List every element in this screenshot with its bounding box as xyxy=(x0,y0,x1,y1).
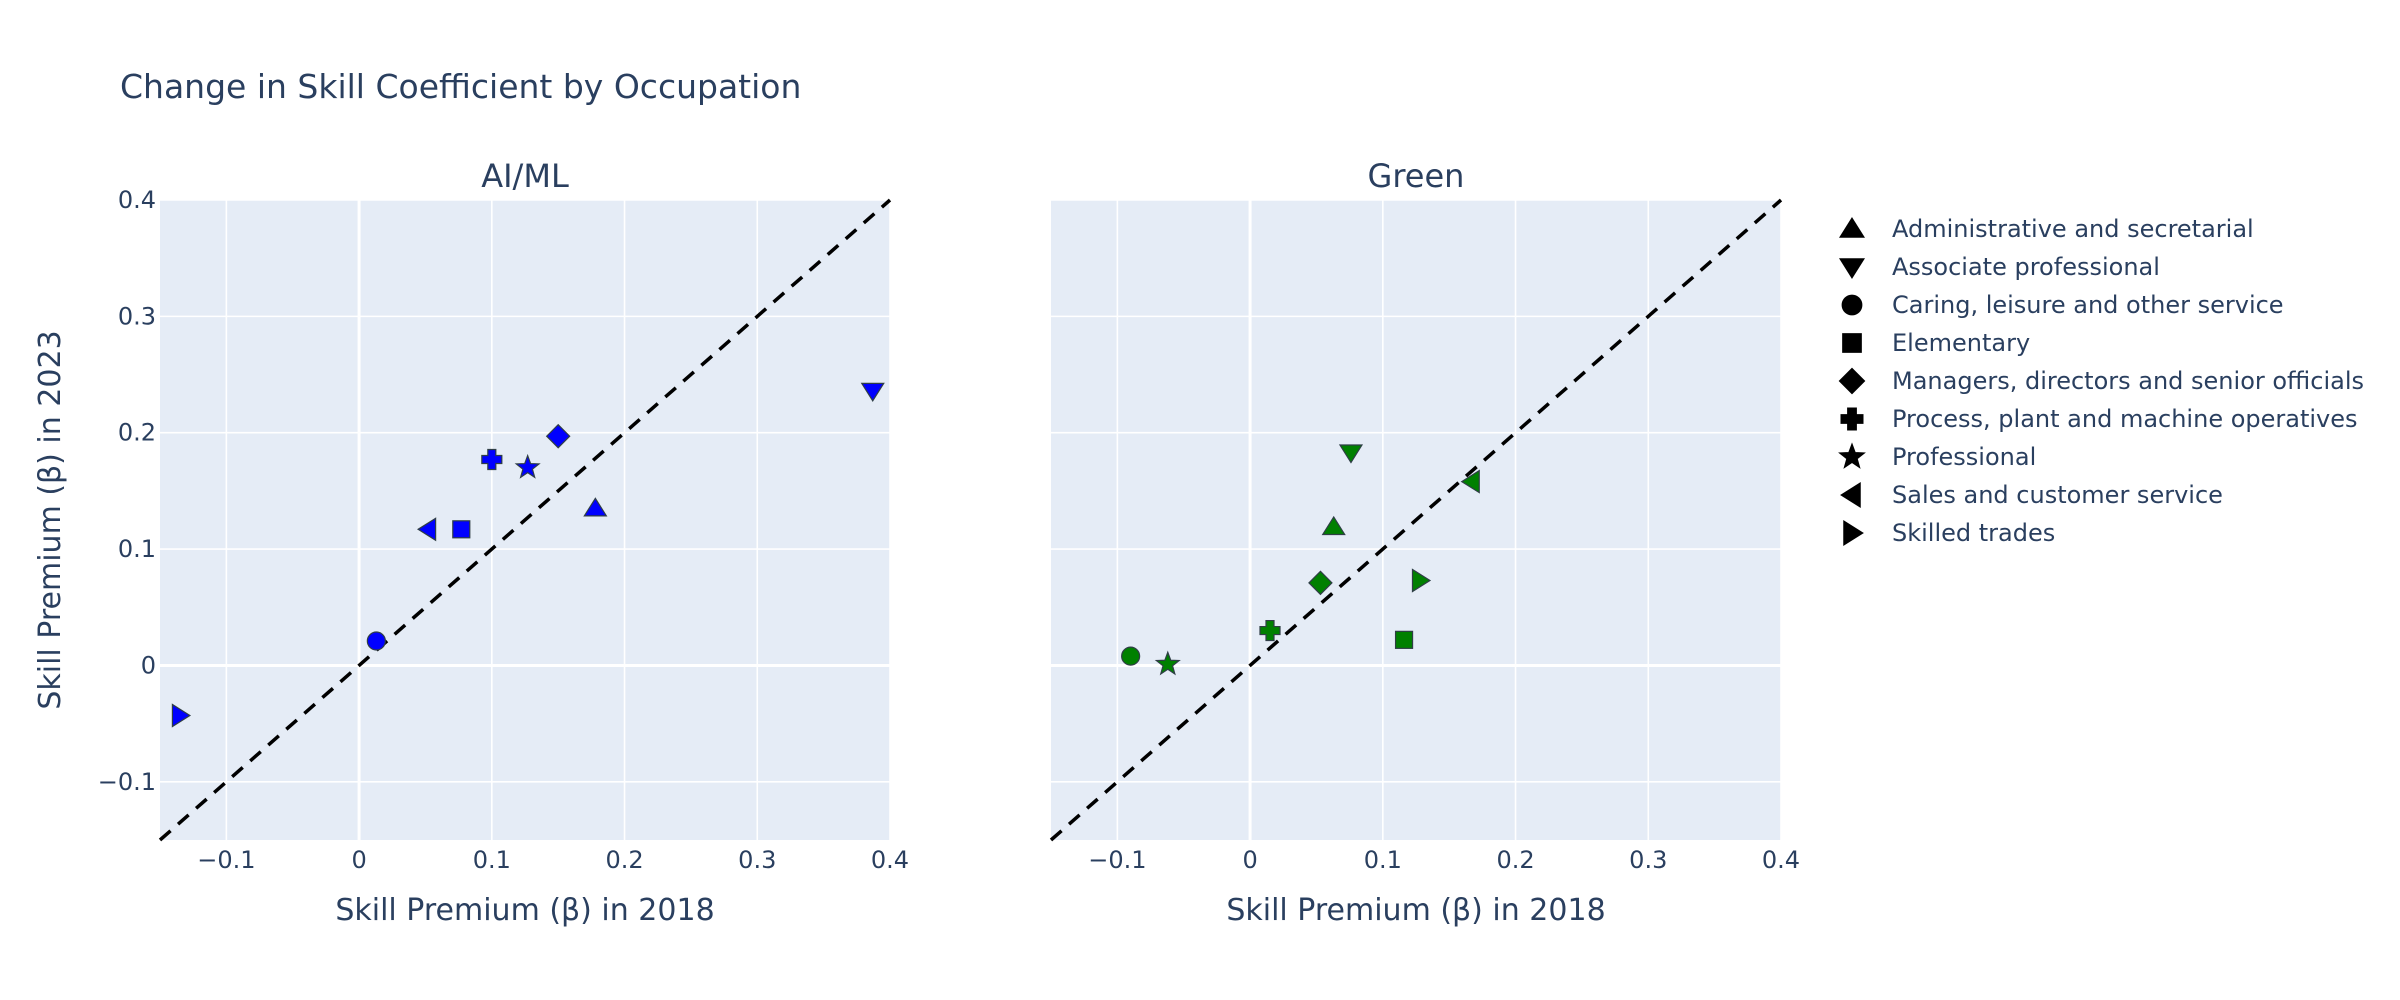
panel-green: −0.1 0 0.1 0.2 0.3 0.4 Green xyxy=(1049,157,1800,874)
legend-symbol-elementary xyxy=(1842,333,1862,353)
reference-line-y-equals-x xyxy=(158,198,892,842)
legend-label[interactable]: Professional xyxy=(1892,443,2036,471)
legend-symbol-professional xyxy=(1838,442,1866,469)
y-tick-label: 0.4 xyxy=(118,186,156,214)
x-axis-title-right: Skill Premium (β) in 2018 xyxy=(1226,893,1605,928)
point-elementary xyxy=(1394,630,1414,649)
point-sales-and-customer-service xyxy=(416,517,437,542)
point-caring-leisure-and-other-service xyxy=(366,631,386,651)
x-tick-label: −0.1 xyxy=(197,846,255,874)
point-associate-professional xyxy=(860,382,885,402)
point-professional xyxy=(1154,650,1181,676)
x-tick-label: −0.1 xyxy=(1088,846,1146,874)
legend-label[interactable]: Elementary xyxy=(1892,329,2030,357)
point-managers-directors-and-senior-officials xyxy=(1308,570,1333,596)
panel-title: Green xyxy=(1368,157,1465,195)
panel-title: AI/ML xyxy=(481,157,569,195)
legend-label[interactable]: Associate professional xyxy=(1892,253,2160,281)
legend-label[interactable]: Administrative and secretarial xyxy=(1892,215,2254,243)
x-tick-label: 0 xyxy=(351,846,366,874)
point-caring-leisure-and-other-service xyxy=(1121,646,1141,666)
legend-label[interactable]: Skilled trades xyxy=(1892,519,2055,547)
point-administrative-and-secretarial xyxy=(1321,515,1346,536)
y-tick-label: 0.2 xyxy=(118,419,156,447)
legend-symbol-administrative-and-secretarial xyxy=(1838,217,1866,238)
legend: Administrative and secretarial Associate … xyxy=(1838,215,2364,547)
x-tick-label: 0 xyxy=(1242,846,1257,874)
point-elementary xyxy=(452,520,471,539)
legend-symbol-process-plant-and-machine-operatives xyxy=(1840,407,1864,431)
point-process-plant-and-machine-operatives xyxy=(481,448,503,471)
x-tick-label: 0.2 xyxy=(1496,846,1534,874)
x-tick-label: 0.4 xyxy=(871,846,909,874)
legend-symbol-skilled-trades xyxy=(1843,519,1864,547)
legend-label[interactable]: Sales and customer service xyxy=(1892,481,2223,509)
y-tick-label: 0.3 xyxy=(118,302,156,330)
y-tick-label: −0.1 xyxy=(98,768,156,796)
point-process-plant-and-machine-operatives xyxy=(1259,619,1281,642)
x-tick-label: 0.1 xyxy=(473,846,511,874)
point-managers-directors-and-senior-officials xyxy=(545,423,571,449)
y-tick-label: 0 xyxy=(141,651,156,679)
legend-symbol-associate-professional xyxy=(1838,258,1866,279)
legend-symbol-managers-directors-and-senior-officials xyxy=(1838,367,1866,395)
legend-label[interactable]: Caring, leisure and other service xyxy=(1892,291,2284,319)
x-tick-label: 0.1 xyxy=(1364,846,1402,874)
point-associate-professional xyxy=(1338,444,1364,464)
legend-label[interactable]: Managers, directors and senior officials xyxy=(1892,367,2364,395)
x-tick-label: 0.2 xyxy=(605,846,643,874)
point-administrative-and-secretarial xyxy=(583,497,608,517)
legend-symbol-caring-leisure-and-other-service xyxy=(1841,294,1863,316)
legend-symbol-sales-and-customer-service xyxy=(1840,481,1861,509)
x-tick-label: 0.3 xyxy=(1629,846,1667,874)
reference-line-y-equals-x xyxy=(1049,198,1783,842)
point-sales-and-customer-service xyxy=(1460,469,1480,494)
x-tick-label: 0.3 xyxy=(738,846,776,874)
y-tick-label: 0.1 xyxy=(118,535,156,563)
legend-label[interactable]: Process, plant and machine operatives xyxy=(1892,405,2358,433)
panels: −0.1 0 0.1 0.2 0.3 0.4−0.100.10.20.30.4AI/ML−… xyxy=(98,157,1800,874)
point-professional xyxy=(514,453,541,479)
point-skilled-trades xyxy=(1411,568,1432,593)
x-tick-label: 0.4 xyxy=(1762,846,1800,874)
point-skilled-trades xyxy=(171,703,192,728)
panel-ai-ml: −0.1 0 0.1 0.2 0.3 0.4 −0.1 0 0.1 0.2 0.3 0.4 AI/ML xyxy=(98,157,909,874)
chart-title: Change in Skill Coefficient by Occupatio… xyxy=(120,67,801,106)
y-axis-title: Skill Premium (β) in 2023 xyxy=(33,330,68,709)
x-axis-title-left: Skill Premium (β) in 2018 xyxy=(335,893,714,928)
